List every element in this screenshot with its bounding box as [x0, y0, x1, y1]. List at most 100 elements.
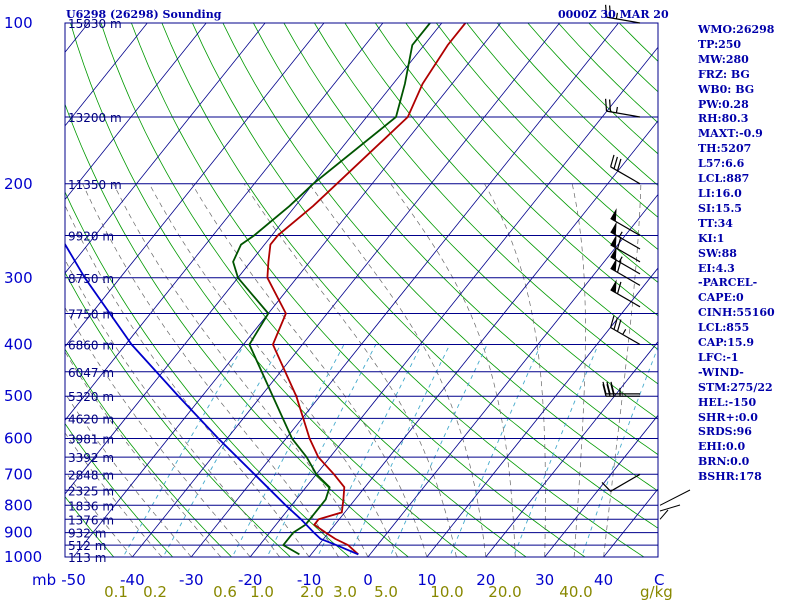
isotherm-line [367, 193, 658, 557]
mixing-ratio-line [581, 345, 658, 557]
wind-barb-staff [610, 244, 641, 263]
mixing-ratio-label: 0.1 [104, 583, 128, 600]
pressure-tick-label: 200 [4, 175, 33, 193]
dry-adiabat [65, 103, 409, 557]
stat-line: -PARCEL- [698, 276, 758, 290]
height-label: 932 m [68, 527, 106, 541]
stat-line: RH:80.3 [698, 112, 749, 126]
stat-line: WB0: BG [698, 82, 755, 96]
dry-adiabat [65, 496, 115, 557]
wind-barb-half-feather [618, 231, 623, 238]
stat-line: CAPE:0 [698, 291, 744, 305]
height-label: 3981 m [68, 433, 114, 447]
wind-barb-feather [602, 384, 607, 397]
wind-barb-feather [616, 319, 622, 332]
mixing-ratio-label: 1.0 [250, 583, 274, 600]
height-label: 7750 m [68, 308, 114, 322]
stat-line: SW:88 [698, 246, 737, 260]
wind-barb-feather [616, 236, 622, 249]
pressure-tick-label: 900 [4, 524, 33, 542]
wind-barb-flag [610, 221, 617, 235]
stat-line: EHI:0.0 [698, 440, 746, 454]
stat-line: KI:1 [698, 231, 725, 245]
dry-adiabat [314, 23, 658, 385]
wind-barb-flag [610, 234, 617, 248]
dry-adiabat [222, 23, 658, 492]
temperature-line [266, 23, 467, 556]
stat-line: TP:250 [698, 37, 742, 51]
height-label: 2848 m [68, 468, 114, 482]
mixing-ratio-line [231, 344, 345, 557]
dry-adiabat [65, 190, 351, 557]
isotherm-line [485, 341, 658, 557]
pressure-tick-label: 300 [4, 269, 33, 287]
dry-adiabat [435, 23, 658, 251]
height-label: 6047 m [68, 366, 114, 380]
mixing-ratio-line [162, 344, 282, 557]
isotherm-line [65, 23, 148, 127]
isotherm-line [544, 414, 658, 557]
pressure-tick-label: 100 [4, 14, 33, 32]
isotherm-line [308, 120, 658, 557]
wind-barb-feather [610, 384, 615, 397]
wind-barb-feather [610, 154, 615, 167]
wind-barb-feather [616, 281, 622, 294]
wind-barb-feather [605, 98, 608, 112]
mixing-ratio-line [348, 344, 451, 557]
temperature-unit-label: C [654, 571, 664, 589]
wind-barb-feather [613, 156, 618, 169]
stat-line: SRDS:96 [698, 425, 752, 439]
dry-adiabat [374, 23, 658, 317]
mixing-ratio-line [389, 344, 488, 557]
wind-barb-staff [610, 256, 641, 275]
mixing-ratio-label: 10.0 [430, 583, 463, 600]
stat-line: MW:280 [698, 52, 749, 66]
temperature-tick-label: -20 [238, 571, 263, 589]
height-label: 11350 m [68, 178, 122, 192]
mixing-ratio-label: 40.0 [559, 583, 592, 600]
pressure-tick-label: 400 [4, 336, 33, 354]
stat-line: EI:4.3 [698, 261, 735, 275]
stat-line: TT:34 [698, 216, 733, 230]
mixing-ratio-label: 3.0 [333, 583, 357, 600]
pressure-tick-label: 500 [4, 387, 33, 405]
wind-barb-flag [610, 258, 617, 272]
wind-barb-staff [610, 217, 641, 237]
dry-adiabat [65, 271, 292, 557]
isotherm-line [65, 23, 384, 421]
wind-barb-staff [606, 16, 641, 24]
dry-adiabat [405, 23, 658, 283]
mixing-ratio-label: 0.6 [213, 583, 237, 600]
height-label: 3392 m [68, 451, 114, 465]
wind-barb-feather [601, 481, 612, 492]
isotherm-line [131, 23, 561, 557]
pressure-tick-label: 700 [4, 465, 33, 483]
dry-adiabat [253, 23, 658, 456]
wind-barb-feather [609, 99, 612, 112]
height-label: 8750 m [68, 272, 114, 286]
wind-barb-staff [610, 166, 641, 185]
dry-adiabat [344, 23, 658, 350]
mixing-ratio-label: 2.0 [300, 583, 324, 600]
valid-time: 0000Z 30 MAR 20 [558, 8, 669, 21]
sounding-traces [65, 23, 467, 556]
parcel-line [65, 242, 359, 556]
height-label: 1376 m [68, 513, 114, 527]
height-label: 6860 m [68, 339, 114, 353]
temperature-tick-label: 40 [594, 571, 613, 589]
wind-barb-feather [610, 315, 615, 328]
dry-adiabat [65, 422, 174, 557]
temperature-tick-label: 20 [476, 571, 495, 589]
isotherm-line [190, 23, 619, 557]
height-label: 15830 m [68, 17, 122, 31]
height-label: 113 m [68, 551, 106, 565]
pressure-tick-label: 800 [4, 496, 33, 514]
wind-barb-staff [610, 289, 641, 308]
temperature-tick-label: -50 [61, 571, 86, 589]
stat-line: L57:6.6 [698, 157, 745, 171]
mixing-ratio-line [266, 344, 377, 557]
wind-barb-feather [605, 4, 608, 18]
wind-barb-half-feather [622, 329, 627, 335]
wind-barb-half-feather [615, 12, 618, 19]
